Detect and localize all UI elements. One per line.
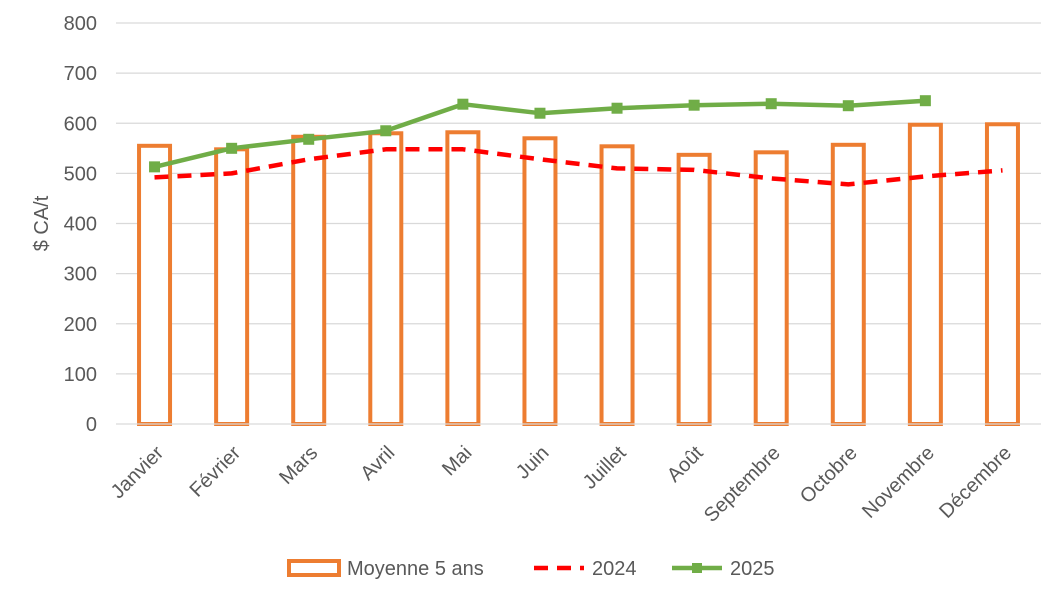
grid-layer	[116, 22, 1041, 375]
x-tick-label: Juin	[512, 442, 554, 484]
y-axis-title: $ CA/t	[31, 195, 53, 251]
bar	[137, 143, 173, 426]
x-axis-ticks: Janvier Février Mars Avril Mai Juin Juillet Aoû…	[107, 442, 1016, 527]
x-tick-label: Mars	[275, 442, 322, 489]
series-line-2024	[154, 147, 1003, 187]
y-tick-label: 100	[64, 364, 97, 386]
bar	[830, 142, 866, 427]
x-tick-label: Janvier	[107, 442, 168, 503]
x-tick-label: Avril	[357, 442, 400, 485]
data-point-marker	[919, 95, 931, 107]
legend-label: 2024	[592, 558, 637, 580]
x-tick-label: Février	[186, 442, 246, 502]
data-point-marker	[380, 125, 392, 137]
x-tick-label: Novembre	[858, 442, 939, 523]
data-point-marker	[688, 99, 700, 111]
x-tick-label: Octobre	[796, 442, 862, 508]
x-tick-label: Septembre	[700, 442, 785, 527]
bar	[368, 131, 404, 426]
bar-series	[137, 122, 1020, 427]
y-tick-label: 300	[64, 264, 97, 286]
data-point-marker	[303, 133, 315, 145]
x-tick-label: Juillet	[579, 442, 631, 494]
bar	[522, 136, 558, 426]
legend: Moyenne 5 ans 2024 2025	[287, 558, 775, 580]
data-point-marker	[534, 107, 546, 119]
y-tick-label: 700	[64, 63, 97, 85]
bar	[676, 152, 712, 427]
x-tick-label: Décembre	[935, 442, 1016, 523]
y-tick-label: 400	[64, 214, 97, 236]
x-tick-label: Août	[663, 442, 708, 487]
legend-swatch-bar	[287, 559, 341, 577]
y-tick-label: 200	[64, 314, 97, 336]
x-tick-label: Mai	[438, 442, 476, 480]
data-point-marker	[842, 100, 854, 112]
y-tick-label: 800	[64, 13, 97, 35]
legend-label: Moyenne 5 ans	[347, 558, 484, 580]
bar	[753, 150, 789, 426]
data-point-marker	[457, 98, 469, 110]
data-point-marker	[611, 102, 623, 114]
data-point-marker	[765, 98, 777, 110]
legend-swatch-marker	[692, 563, 702, 573]
bar	[214, 147, 250, 426]
bar	[291, 134, 327, 426]
bar	[445, 130, 481, 427]
bar	[599, 144, 635, 426]
data-point-marker	[226, 142, 238, 154]
legend-label: 2025	[730, 558, 775, 580]
y-tick-label: 600	[64, 113, 97, 135]
y-tick-label: 0	[86, 414, 97, 436]
bar	[907, 122, 943, 426]
data-point-marker	[149, 161, 161, 173]
line-series	[149, 95, 1003, 187]
y-tick-label: 500	[64, 163, 97, 185]
y-axis-ticks: 0 100 200 300 400 500 600 700 800	[64, 13, 97, 436]
